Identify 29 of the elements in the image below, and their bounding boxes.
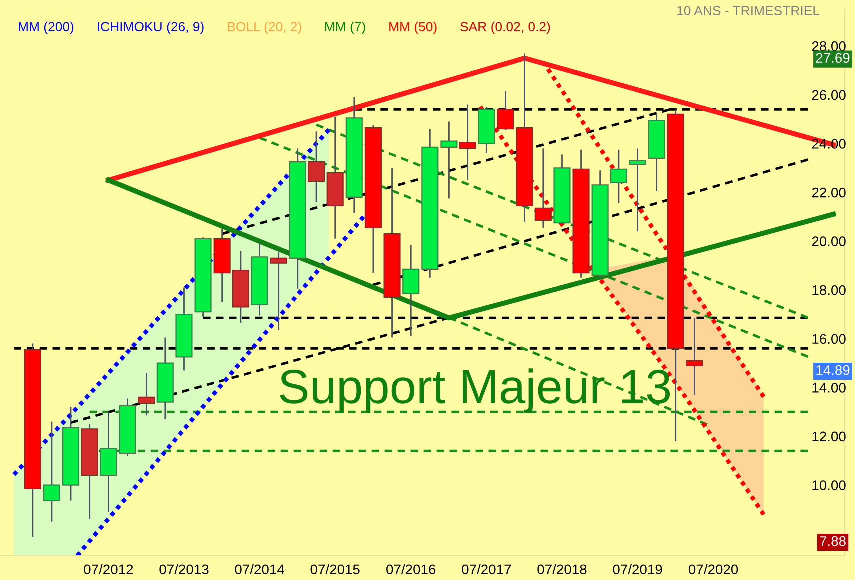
y-tick-label: 16.00 bbox=[812, 334, 846, 344]
y-tick-label: 18.00 bbox=[812, 285, 846, 296]
x-tick-label: 07/2018 bbox=[538, 564, 587, 575]
annotation: MM (7) bbox=[325, 22, 366, 34]
y-tick-label: 10.00 bbox=[812, 480, 846, 490]
annotation: SAR (0.02, 0.2) bbox=[460, 22, 550, 34]
annotation: 27.69 bbox=[816, 53, 850, 64]
annotation: BOLL (20, 2) bbox=[228, 22, 302, 34]
annotation: Support Majeur 13 bbox=[280, 368, 670, 414]
y-tick-label: 22.00 bbox=[812, 188, 846, 198]
y-tick-label: 26.00 bbox=[812, 90, 846, 100]
annotation: 7.88 bbox=[820, 536, 846, 546]
y-tick-label: 20.00 bbox=[812, 236, 846, 246]
x-tick-label: 07/2015 bbox=[310, 564, 360, 575]
x-tick-label: 07/2016 bbox=[386, 564, 436, 575]
y-tick-label: 12.00 bbox=[812, 432, 846, 442]
x-tick-label: 07/2017 bbox=[462, 564, 512, 575]
y-tick-label: 14.00 bbox=[812, 383, 846, 393]
x-tick-label: 07/2013 bbox=[160, 564, 209, 575]
x-tick-label: 07/2019 bbox=[613, 564, 662, 575]
annotation: 14.89 bbox=[816, 365, 850, 376]
x-tick-label: 07/2020 bbox=[688, 564, 738, 575]
annotation: MM (200) bbox=[19, 22, 74, 34]
annotation: MM (50) bbox=[390, 22, 437, 34]
y-tick-label: 28.00 bbox=[812, 42, 846, 52]
chart-title: 10 ANS - TRIMESTRIEL bbox=[678, 6, 820, 16]
x-tick-label: 07/2014 bbox=[235, 564, 284, 575]
annotation: ICHIMOKU (26, 9) bbox=[98, 22, 204, 34]
x-tick-label: 07/2012 bbox=[84, 564, 134, 575]
